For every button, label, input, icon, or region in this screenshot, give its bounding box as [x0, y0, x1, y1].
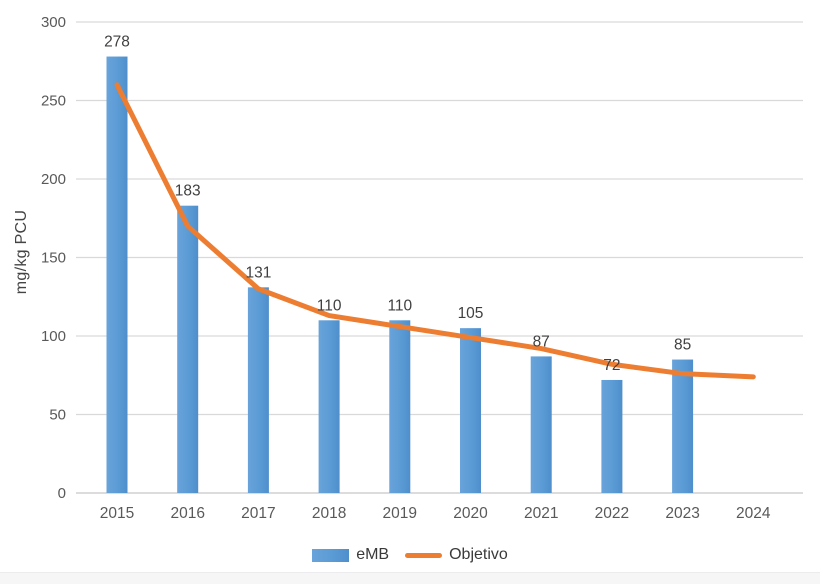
bar-2022	[601, 379, 623, 493]
bar-label-2023: 85	[674, 337, 691, 354]
legend-label-emb: eMB	[356, 546, 390, 563]
bar-2020	[460, 328, 481, 493]
bar-2016	[177, 205, 199, 493]
x-tick-2024: 2024	[736, 505, 771, 522]
bar-label-2022: 72	[603, 357, 620, 374]
bar-2019	[389, 320, 411, 493]
legend-item-objetivo: Objetivo	[405, 546, 508, 564]
legend: eMB Objetivo	[0, 543, 820, 567]
y-tick-50: 50	[49, 407, 66, 424]
x-tick-2021: 2021	[524, 505, 558, 522]
objetivo-line	[114, 82, 756, 380]
x-tick-2017: 2017	[241, 505, 275, 522]
bar-2018	[318, 320, 340, 493]
bar-label-2017: 131	[245, 264, 271, 281]
x-tick-2016: 2016	[170, 505, 204, 522]
y-tick-300: 300	[41, 14, 66, 31]
x-tick-2019: 2019	[383, 505, 417, 522]
y-tick-0: 0	[58, 485, 66, 502]
y-tick-100: 100	[41, 328, 66, 345]
bar-label-2020: 105	[458, 305, 484, 322]
bar-label-2021: 87	[533, 333, 550, 350]
bar-label-2015: 278	[104, 34, 130, 51]
bar-2021	[530, 356, 552, 493]
y-axis-title: mg/kg PCU	[13, 209, 30, 295]
x-tick-2023: 2023	[665, 505, 699, 522]
x-tick-2018: 2018	[312, 505, 346, 522]
legend-label-objetivo: Objetivo	[449, 546, 508, 563]
legend-item-emb: eMB	[312, 546, 389, 564]
bar-2023	[672, 359, 694, 493]
y-tick-150: 150	[41, 250, 66, 267]
bar-2017	[247, 287, 269, 493]
bar-label-2019: 110	[387, 297, 412, 314]
y-tick-200: 200	[41, 171, 66, 188]
bar-label-2016: 183	[175, 183, 201, 200]
bar-2015	[106, 56, 128, 493]
bottom-page-edge-strip	[0, 572, 820, 584]
emb-bar-swatch-icon	[312, 548, 350, 562]
x-tick-2020: 2020	[453, 505, 488, 522]
bar-label-2018: 110	[317, 297, 342, 314]
y-tick-250: 250	[41, 93, 66, 110]
x-tick-2015: 2015	[100, 505, 134, 522]
x-tick-2022: 2022	[595, 505, 629, 522]
objetivo-line-swatch-icon	[405, 552, 443, 558]
